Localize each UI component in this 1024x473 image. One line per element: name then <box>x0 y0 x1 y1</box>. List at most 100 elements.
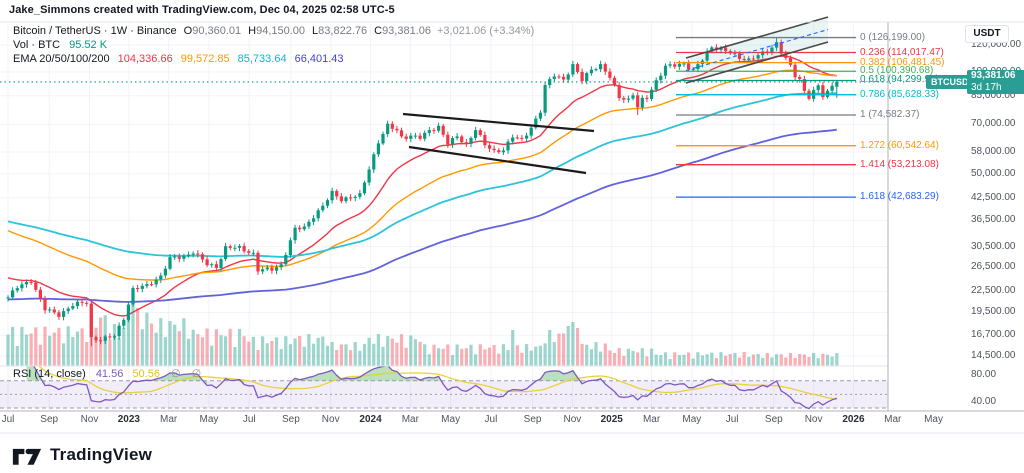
bar-countdown: 3d 17h <box>971 81 1002 93</box>
rsi-legend-row[interactable]: RSI (14, close) 41.56 50.56 ∅ ∅ <box>13 367 201 380</box>
price-tick-label: 36,500.00 <box>971 214 1016 226</box>
ohlc-key: C <box>374 25 383 37</box>
parallel-channel[interactable] <box>685 16 829 84</box>
price-tick-label: 14,500.00 <box>971 350 1016 362</box>
symbol-price-chip: BTCUSDT <box>926 74 979 89</box>
time-axis-label: Sep <box>281 414 300 425</box>
rsi-empty-symbol: ∅ <box>171 368 181 380</box>
price-tick-label: 85,000.00 <box>971 89 1016 101</box>
ohlc-value: 93,381.06 <box>382 25 431 37</box>
fib-level-label[interactable]: 0.786 (85,628.33) <box>860 88 939 100</box>
ohlc-key: O <box>183 25 193 37</box>
price-tick-label: 19,500.00 <box>971 306 1016 318</box>
time-axis-label: Jul <box>484 414 498 425</box>
time-axis-label: Mar <box>160 414 178 425</box>
tradingview-logo-icon <box>12 448 42 465</box>
fib-level-label[interactable]: 1.414 (53,213.08) <box>860 158 939 170</box>
ema-label: EMA 20/50/100/200 <box>13 53 110 65</box>
time-axis-label: 2025 <box>600 414 623 425</box>
ohlc-value: 94,150.00 <box>256 25 306 37</box>
time-axis-label: Nov <box>563 414 582 425</box>
rsi-label: RSI (14, close) <box>13 368 86 380</box>
wedge-trendlines[interactable] <box>402 112 595 175</box>
currency-chip[interactable]: USDT <box>965 25 1009 43</box>
fib-level-label[interactable]: 1 (74,582.37) <box>860 109 920 120</box>
channel-median-line <box>685 28 829 72</box>
symbol-title: Bitcoin / TetherUS · 1W · Binance <box>13 25 177 37</box>
price-tick-label: 16,700.00 <box>971 329 1016 341</box>
time-axis-label: Jul <box>725 414 739 425</box>
time-axis-label: 2023 <box>117 414 140 425</box>
rsi-empty-symbol: ∅ <box>191 368 202 380</box>
ema-legend-row[interactable]: EMA 20/50/100/200 104,336.66 99,572.85 85,7… <box>13 53 344 65</box>
rsi-value: 41.56 <box>95 368 124 380</box>
volume-value: 95.52 K <box>69 39 108 51</box>
ema-20-line[interactable] <box>7 55 837 317</box>
fib-level-label[interactable]: 1.272 (60,542.64) <box>860 139 939 151</box>
fib-level-label[interactable]: 0.382 (106,481.45) <box>860 56 945 68</box>
time-axis-label: May <box>199 414 219 425</box>
fib-level-label[interactable]: 0.5 (100,390.68) <box>860 65 934 77</box>
time-axis-label: May <box>682 414 702 425</box>
rsi-pane[interactable] <box>0 360 888 410</box>
ohlc-key: L <box>312 25 319 37</box>
change-value: +3,021.06 (+3.34%) <box>437 25 535 37</box>
ohlc-value: 83,822.76 <box>318 25 368 37</box>
fib-level-label[interactable]: 0 (126,199.00) <box>860 31 926 43</box>
volume-label: Vol · BTC <box>13 39 61 51</box>
rsi-tick-label: 80.00 <box>971 369 997 380</box>
time-axis-label: Nov <box>80 414 99 425</box>
volume-legend-row[interactable]: Vol · BTC 95.52 K <box>13 39 107 51</box>
last-price-badge: 93,381.06 3d 17h <box>967 69 1024 94</box>
attribution-text: Jake_Simmons created with TradingView.co… <box>9 4 395 16</box>
last-price-value: 93,381.06 <box>971 69 1016 81</box>
price-tick-label: 70,000.00 <box>971 118 1016 130</box>
volume-bars <box>6 298 839 366</box>
price-tick-label: 30,500.00 <box>971 240 1016 252</box>
time-axis-label: Nov <box>321 414 340 425</box>
price-tick-label: 50,000.00 <box>971 167 1016 179</box>
fib-level-label[interactable]: 1.618 (42,683.29) <box>860 191 939 203</box>
price-tick-label: 58,000.00 <box>971 146 1016 158</box>
ema-100-line[interactable] <box>7 92 837 258</box>
candles[interactable] <box>6 37 839 347</box>
price-tick-label: 120,000.00 <box>971 39 1022 50</box>
ohlc-values: O90,360.01 H94,150.00 L83,822.76 C93,381.06 <box>177 25 431 37</box>
rsi-line <box>33 366 838 410</box>
pane-borders <box>0 21 1024 434</box>
rsi-ma-value: 50.56 <box>132 368 160 380</box>
time-axis-label: Mar <box>642 414 661 425</box>
time-axis-label: Mar <box>401 414 419 425</box>
ema-values: 104,336.66 99,572.85 85,733.64 66,401.43 <box>110 53 344 65</box>
time-axis-label: Jul <box>1 414 15 425</box>
ema-value: 99,572.85 <box>180 53 230 65</box>
price-tick-label: 22,500.00 <box>971 285 1016 297</box>
time-axis-label: Jul <box>242 414 256 425</box>
fib-level-label[interactable]: 0.618 (94,299.92) <box>860 74 939 86</box>
ema-50-line[interactable] <box>7 69 837 281</box>
symbol-legend-row[interactable]: Bitcoin / TetherUS · 1W · Binance O90,360… <box>13 25 534 37</box>
ema-value: 66,401.43 <box>294 53 344 65</box>
ohlc-value: 90,360.01 <box>192 25 242 37</box>
rsi-tick-label: 40.00 <box>971 396 997 408</box>
ema-lines <box>7 55 837 317</box>
ohlc-key: H <box>248 25 257 37</box>
tradingview-brand-text: TradingView <box>50 445 153 464</box>
fib-level-label[interactable]: 0.236 (114,017.47) <box>860 46 944 58</box>
time-axis-label: Sep <box>764 414 783 425</box>
ema-value: 85,733.64 <box>237 53 287 65</box>
ema-200-line[interactable] <box>7 128 837 303</box>
time-axis-label: Nov <box>804 414 823 425</box>
time-axis-label: 2024 <box>359 414 382 425</box>
rsi-ma-line <box>37 366 837 401</box>
ema-value: 104,336.66 <box>117 53 173 65</box>
time-axis-label: Sep <box>40 414 59 425</box>
time-axis-label: 2026 <box>842 414 865 425</box>
price-tick-label: 26,500.00 <box>971 261 1016 273</box>
time-axis-label: May <box>441 414 461 425</box>
time-axis-label: Sep <box>523 414 542 425</box>
time-axis-label: Mar <box>884 414 902 425</box>
tradingview-footer[interactable]: TradingView <box>12 444 152 466</box>
